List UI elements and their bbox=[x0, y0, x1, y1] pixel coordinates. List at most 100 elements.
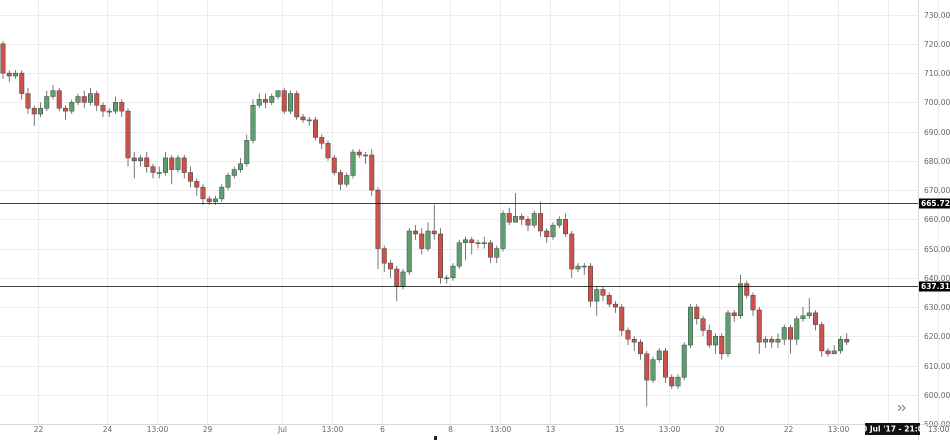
candle bbox=[756, 307, 762, 354]
candle-body-bullish bbox=[800, 315, 806, 319]
candle bbox=[681, 342, 687, 381]
y-tick-label: 690.000 bbox=[924, 128, 950, 137]
candle bbox=[394, 266, 400, 302]
candle bbox=[519, 213, 525, 226]
candle bbox=[763, 336, 768, 348]
candle bbox=[563, 213, 568, 237]
y-tick-label: 730.000 bbox=[924, 11, 950, 20]
candle bbox=[200, 184, 206, 205]
candle bbox=[688, 304, 693, 348]
candle bbox=[338, 169, 343, 191]
y-tick-label: 620.000 bbox=[924, 332, 950, 341]
candle bbox=[106, 108, 112, 117]
candle-body-bullish bbox=[494, 248, 500, 258]
candle bbox=[694, 304, 700, 325]
candle-body-bearish bbox=[606, 295, 612, 305]
candle bbox=[700, 315, 706, 337]
candle bbox=[75, 93, 81, 106]
y-tick-label: 700.000 bbox=[924, 98, 950, 107]
candle bbox=[231, 166, 237, 179]
candle-body-bearish bbox=[563, 219, 568, 235]
candle bbox=[281, 87, 287, 115]
candle-body-bearish bbox=[25, 93, 31, 109]
candle-body-bullish bbox=[75, 96, 81, 103]
candle bbox=[419, 228, 425, 255]
candle-body-bullish bbox=[406, 230, 412, 273]
candle-body-bearish bbox=[525, 219, 531, 226]
candle-body-bullish bbox=[775, 338, 781, 343]
candle-body-bullish bbox=[288, 93, 293, 112]
candle-body-bearish bbox=[469, 239, 475, 243]
candle-body-bearish bbox=[769, 338, 775, 343]
candle-body-bullish bbox=[513, 216, 518, 223]
candle-body-bullish bbox=[713, 336, 718, 346]
x-tick-label: 22 bbox=[34, 425, 44, 434]
candle-body-bearish bbox=[538, 213, 543, 232]
candle bbox=[706, 324, 712, 348]
candle bbox=[450, 263, 456, 281]
candle-body-bearish bbox=[100, 105, 106, 112]
candle-body-bearish bbox=[544, 230, 550, 238]
candle-body-bearish bbox=[263, 99, 268, 103]
candle bbox=[175, 154, 181, 173]
candle bbox=[844, 333, 850, 346]
price-line-label: 637.318 bbox=[921, 282, 950, 291]
y-tick-label: 650.000 bbox=[924, 245, 950, 254]
candle-body-bearish bbox=[144, 157, 150, 167]
candle-body-bearish bbox=[19, 72, 25, 94]
candle bbox=[831, 345, 837, 355]
candle bbox=[413, 225, 418, 240]
candle-body-bullish bbox=[256, 99, 262, 106]
candle bbox=[781, 324, 787, 346]
candle-body-bearish bbox=[644, 353, 650, 381]
candle bbox=[713, 333, 718, 354]
candle-body-bearish bbox=[356, 151, 362, 156]
candle-body-bearish bbox=[0, 43, 6, 74]
candle-body-bearish bbox=[81, 96, 87, 103]
crosshair-marker bbox=[434, 436, 437, 440]
candle-body-bullish bbox=[213, 198, 218, 203]
candle-body-bearish bbox=[119, 102, 125, 112]
candle bbox=[150, 163, 156, 179]
candle bbox=[69, 99, 75, 115]
candle bbox=[188, 166, 193, 188]
candle bbox=[194, 178, 200, 196]
y-tick-label: 640.000 bbox=[924, 274, 950, 283]
candle-body-bearish bbox=[519, 216, 525, 220]
candle-body-bearish bbox=[600, 289, 606, 296]
candle bbox=[300, 114, 306, 123]
candle-body-bearish bbox=[56, 90, 62, 109]
candle bbox=[800, 307, 806, 322]
candle bbox=[838, 336, 843, 354]
candle-body-bullish bbox=[350, 151, 356, 176]
candle-body-bullish bbox=[656, 350, 662, 360]
candle-body-bearish bbox=[413, 230, 418, 235]
candle-body-bearish bbox=[6, 72, 12, 77]
scroll-to-latest-icon[interactable] bbox=[897, 404, 906, 412]
chart-grid bbox=[0, 0, 939, 425]
candle-body-bearish bbox=[669, 376, 675, 387]
horizontal-lines-layer: 665.720 637.318 bbox=[0, 198, 950, 292]
candle-body-bullish bbox=[475, 242, 481, 244]
candle bbox=[750, 292, 756, 316]
candle bbox=[619, 304, 625, 337]
candle-body-bearish bbox=[31, 107, 37, 115]
candle bbox=[50, 84, 56, 100]
candle-body-bearish bbox=[569, 233, 575, 270]
candle bbox=[438, 228, 443, 284]
candle-body-bearish bbox=[819, 324, 825, 352]
candle-body-bullish bbox=[344, 175, 350, 185]
candle bbox=[575, 263, 581, 272]
candle-body-bullish bbox=[688, 306, 693, 346]
candle-body-bearish bbox=[813, 312, 818, 325]
candle bbox=[819, 321, 825, 357]
price-line-label-box bbox=[918, 198, 950, 209]
candle-body-bullish bbox=[238, 163, 243, 170]
candle-body-bullish bbox=[456, 242, 462, 267]
candle-body-bearish bbox=[375, 189, 381, 249]
candle-body-bullish bbox=[838, 338, 843, 352]
candle-body-bearish bbox=[294, 93, 300, 118]
candle-body-bullish bbox=[13, 72, 18, 77]
candle-body-bullish bbox=[425, 230, 431, 249]
